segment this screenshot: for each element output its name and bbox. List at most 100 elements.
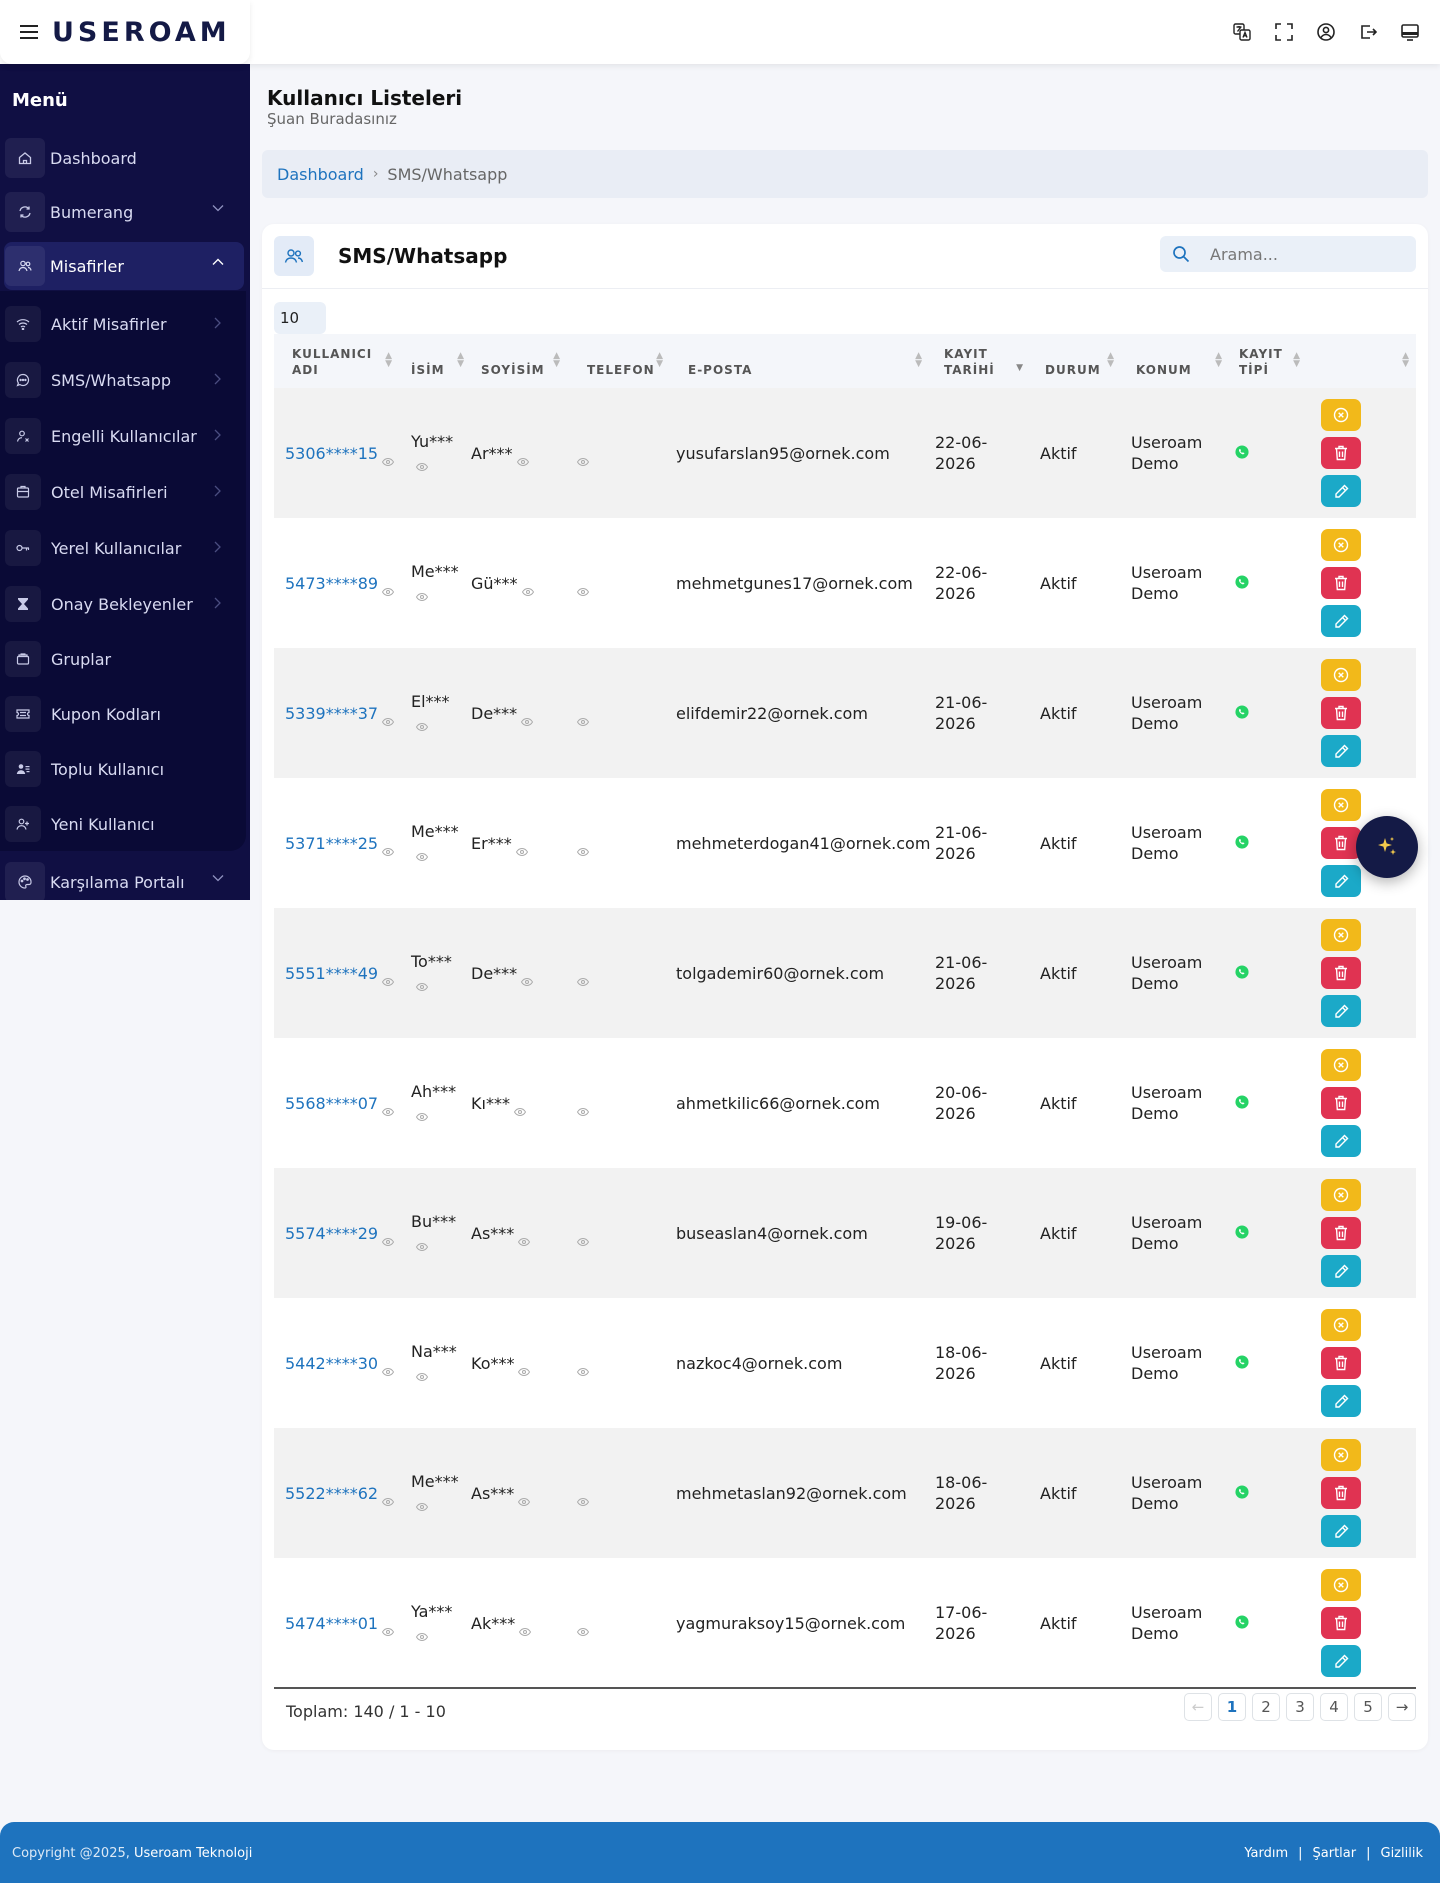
page-button-2[interactable]: 2 — [1252, 1693, 1280, 1721]
column-header-location[interactable]: KONUM ▲ ▼ — [1136, 351, 1223, 378]
eye-icon[interactable] — [415, 1495, 429, 1512]
eye-icon[interactable] — [415, 1365, 429, 1382]
page-button-5[interactable]: 5 — [1354, 1693, 1382, 1721]
sidebar-item-gruplar[interactable]: Gruplar — [5, 635, 241, 683]
column-header-actions[interactable]: ▲ ▼ — [1313, 334, 1416, 388]
edit-button[interactable] — [1321, 735, 1361, 767]
eye-icon[interactable] — [381, 1230, 395, 1247]
column-header-user[interactable]: KULLANICI ADI ▲ ▼ — [292, 347, 393, 377]
eye-icon[interactable] — [518, 1230, 531, 1247]
monitor-icon[interactable] — [1400, 22, 1420, 42]
sidebar-item-toplu-kullanici[interactable]: Toplu Kullanıcı — [5, 745, 241, 793]
username-link[interactable]: 5474****01 — [285, 1613, 379, 1633]
eye-icon[interactable] — [513, 1100, 527, 1117]
eye-icon[interactable] — [415, 585, 429, 602]
deactivate-button[interactable] — [1321, 399, 1361, 431]
deactivate-button[interactable] — [1321, 1439, 1361, 1471]
delete-button[interactable] — [1321, 1217, 1361, 1249]
logout-icon[interactable] — [1358, 22, 1378, 42]
user-profile-icon[interactable] — [1316, 22, 1336, 42]
eye-icon[interactable] — [381, 710, 395, 727]
eye-icon[interactable] — [576, 1230, 590, 1247]
username-link[interactable]: 5371****25 — [285, 833, 379, 853]
eye-icon[interactable] — [381, 580, 395, 597]
username-link[interactable]: 5473****89 — [285, 573, 379, 593]
next-page-button[interactable]: → — [1388, 1693, 1416, 1721]
eye-icon[interactable] — [516, 450, 529, 467]
eye-icon[interactable] — [518, 1490, 531, 1507]
eye-icon[interactable] — [576, 840, 590, 857]
eye-icon[interactable] — [576, 580, 590, 597]
sidebar-item-engelli-kullanicilar[interactable]: Engelli Kullanıcılar — [5, 412, 241, 460]
sidebar-item-bumerang[interactable]: Bumerang — [4, 188, 244, 236]
username-link[interactable]: 5568****07 — [285, 1093, 379, 1113]
sidebar-item-misafirler[interactable]: Misafirler — [4, 242, 244, 290]
eye-icon[interactable] — [576, 1620, 590, 1637]
deactivate-button[interactable] — [1321, 1179, 1361, 1211]
deactivate-button[interactable] — [1321, 529, 1361, 561]
delete-button[interactable] — [1321, 1477, 1361, 1509]
username-link[interactable]: 5442****30 — [285, 1353, 379, 1373]
deactivate-button[interactable] — [1321, 919, 1361, 951]
eye-icon[interactable] — [576, 970, 590, 987]
eye-icon[interactable] — [576, 710, 590, 727]
column-header-registration-type[interactable]: KAYIT TİPİ ▲ ▼ — [1239, 347, 1301, 377]
eye-icon[interactable] — [415, 975, 429, 992]
edit-button[interactable] — [1321, 1125, 1361, 1157]
edit-button[interactable] — [1321, 995, 1361, 1027]
edit-button[interactable] — [1321, 1255, 1361, 1287]
hamburger-menu-icon[interactable] — [20, 25, 38, 39]
translate-icon[interactable] — [1232, 22, 1252, 42]
eye-icon[interactable] — [415, 455, 429, 472]
eye-icon[interactable] — [381, 1490, 395, 1507]
sidebar-item-kupon-kodlari[interactable]: Kupon Kodları — [5, 690, 241, 738]
edit-button[interactable] — [1321, 865, 1361, 897]
eye-icon[interactable] — [519, 1620, 532, 1637]
footer-link-privacy[interactable]: Gizlilik — [1380, 1846, 1424, 1861]
eye-icon[interactable] — [521, 710, 534, 727]
footer-link-help[interactable]: Yardım — [1244, 1846, 1289, 1861]
page-size-select[interactable]: 10 — [274, 302, 326, 334]
ai-assistant-button[interactable] — [1356, 816, 1418, 878]
column-header-date[interactable]: KAYIT TARİHİ ▼ — [944, 347, 1024, 377]
eye-icon[interactable] — [576, 1360, 590, 1377]
delete-button[interactable] — [1321, 567, 1361, 599]
deactivate-button[interactable] — [1321, 1309, 1361, 1341]
logo[interactable]: USEROAM — [52, 16, 231, 48]
eye-icon[interactable] — [381, 450, 395, 467]
eye-icon[interactable] — [415, 1235, 429, 1252]
edit-button[interactable] — [1321, 605, 1361, 637]
eye-icon[interactable] — [415, 845, 429, 862]
sidebar-item-karsilama-portali[interactable]: Karşılama Portalı — [4, 858, 244, 906]
deactivate-button[interactable] — [1321, 789, 1361, 821]
delete-button[interactable] — [1321, 1347, 1361, 1379]
delete-button[interactable] — [1321, 437, 1361, 469]
footer-company-link[interactable]: Useroam Teknoloji — [134, 1846, 253, 1861]
column-header-phone[interactable]: TELEFON ▲ ▼ — [587, 351, 664, 378]
delete-button[interactable] — [1321, 1607, 1361, 1639]
eye-icon[interactable] — [576, 1490, 590, 1507]
column-header-name[interactable]: İSİM ▲ ▼ — [411, 351, 465, 378]
edit-button[interactable] — [1321, 1515, 1361, 1547]
sidebar-item-dashboard[interactable]: Dashboard — [4, 134, 244, 182]
breadcrumb-home-link[interactable]: Dashboard — [277, 164, 364, 184]
delete-button[interactable] — [1321, 697, 1361, 729]
search-input[interactable] — [1210, 244, 1400, 264]
edit-button[interactable] — [1321, 475, 1361, 507]
sidebar-item-sms-whatsapp[interactable]: SMS/Whatsapp — [5, 356, 241, 404]
sidebar-item-otel-misafirleri[interactable]: Otel Misafirleri — [5, 468, 241, 516]
eye-icon[interactable] — [381, 1360, 395, 1377]
sidebar-item-yeni-kullanici[interactable]: Yeni Kullanıcı — [5, 800, 241, 848]
eye-icon[interactable] — [381, 1100, 395, 1117]
sidebar-item-yerel-kullanicilar[interactable]: Yerel Kullanıcılar — [5, 524, 241, 572]
eye-icon[interactable] — [415, 715, 429, 732]
prev-page-button[interactable]: ← — [1184, 1693, 1212, 1721]
delete-button[interactable] — [1321, 1087, 1361, 1119]
column-header-email[interactable]: E-POSTA ▲ ▼ — [688, 351, 923, 378]
sidebar-item-aktif-misafirler[interactable]: Aktif Misafirler — [5, 300, 241, 348]
column-header-surname[interactable]: SOYİSİM ▲ ▼ — [481, 351, 561, 378]
sidebar-item-onay-bekleyenler[interactable]: Onay Bekleyenler — [5, 580, 241, 628]
eye-icon[interactable] — [521, 970, 534, 987]
footer-link-terms[interactable]: Şartlar — [1312, 1846, 1357, 1861]
username-link[interactable]: 5574****29 — [285, 1223, 379, 1243]
